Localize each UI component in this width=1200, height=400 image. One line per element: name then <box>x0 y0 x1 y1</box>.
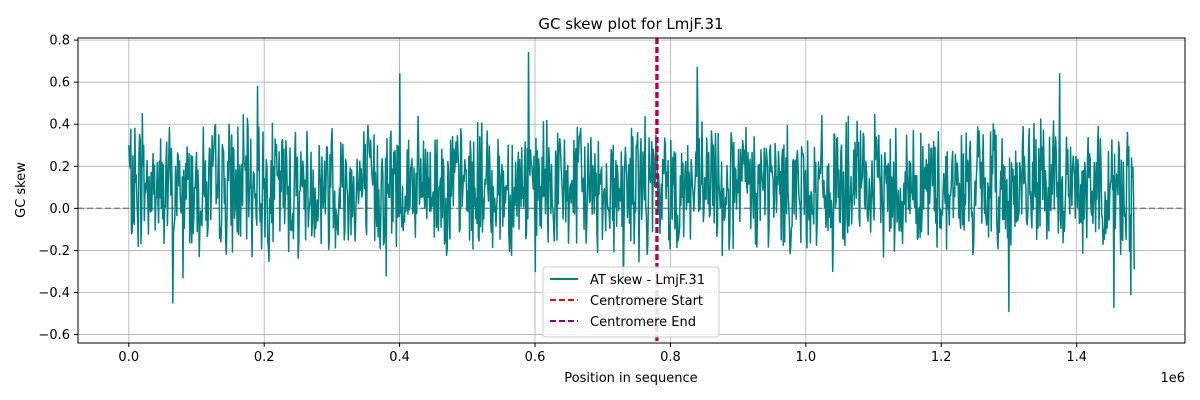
x-tick-label-5: 1.0 <box>796 350 817 365</box>
y-tick-label-5: 0.4 <box>49 118 70 133</box>
plot-area-frame <box>77 37 1186 344</box>
y-axis-ticks: −0.6 −0.4 −0.2 0.0 0.2 0.4 0.6 0.8 <box>38 34 78 343</box>
x-axis-label: Position in sequence <box>564 371 697 386</box>
y-axis-label: GC skew <box>14 162 29 218</box>
y-tick-label-3: 0.0 <box>49 202 70 217</box>
legend: AT skew - LmjF.31 Centromere Start Centr… <box>542 266 720 338</box>
y-tick-label-6: 0.6 <box>49 76 70 91</box>
x-tick-label-0: 0.0 <box>118 350 139 365</box>
legend-label-series: AT skew - LmjF.31 <box>590 273 705 288</box>
y-tick-label-4: 0.2 <box>49 160 70 175</box>
legend-label-centromere-start: Centromere Start <box>590 294 703 309</box>
x-tick-label-7: 1.4 <box>1066 350 1087 365</box>
chart-title: GC skew plot for LmjF.31 <box>538 15 723 33</box>
x-axis-ticks: 0.0 0.2 0.4 0.6 0.8 1.0 1.2 1.4 <box>118 343 1087 365</box>
x-tick-label-6: 1.2 <box>931 350 952 365</box>
x-tick-label-2: 0.4 <box>389 350 410 365</box>
y-tick-label-1: −0.4 <box>38 286 70 301</box>
y-tick-label-2: −0.2 <box>38 244 70 259</box>
legend-label-centromere-end: Centromere End <box>590 315 696 330</box>
legend-box <box>542 266 720 338</box>
x-offset-label: 1e6 <box>1160 371 1185 386</box>
y-tick-label-7: 0.8 <box>49 34 70 49</box>
x-tick-label-3: 0.6 <box>525 350 546 365</box>
x-tick-label-4: 0.8 <box>660 350 681 365</box>
series-layer <box>128 51 1135 313</box>
x-tick-label-1: 0.2 <box>254 350 275 365</box>
series-line-at-skew <box>128 51 1135 313</box>
y-tick-label-0: −0.6 <box>38 328 70 343</box>
